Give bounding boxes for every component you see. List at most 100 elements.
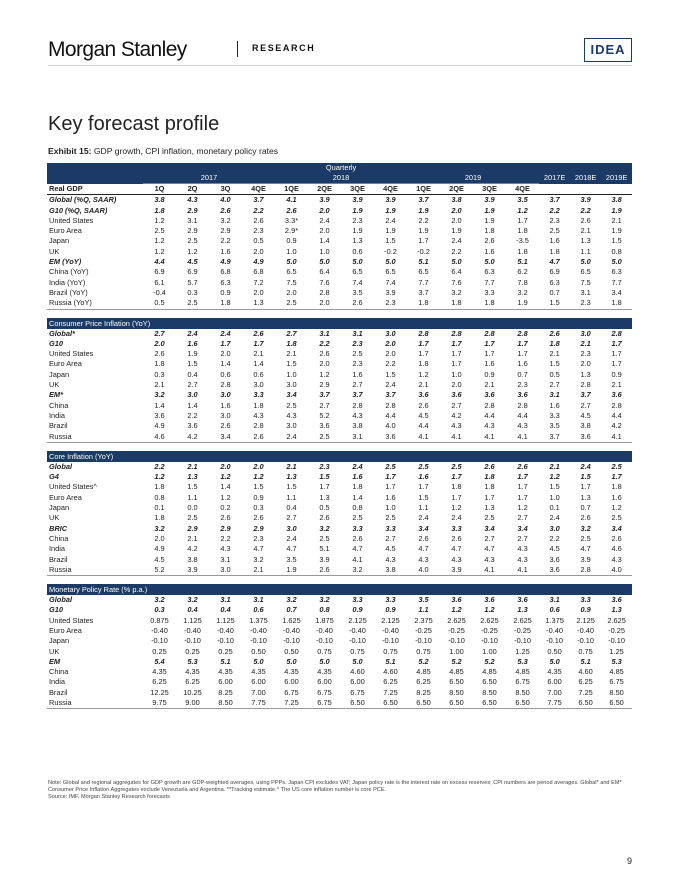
value-cell: 2.5 bbox=[187, 236, 198, 246]
value-cell: 2.4 bbox=[187, 328, 198, 338]
value-cell: 1.8 bbox=[611, 482, 622, 492]
core-row: Global 2.2 2.1 2.0 2.0 2.1 2.3 2.4 2.5 2.5 2.5 2.6 2… bbox=[47, 462, 632, 472]
value-cell: 4.5 bbox=[418, 410, 429, 420]
value-cell: 4.9 bbox=[220, 257, 231, 267]
value-cell: -0.10 bbox=[448, 636, 465, 646]
row-label: Brazil bbox=[49, 687, 68, 697]
value-cell: 3.5 bbox=[517, 195, 528, 205]
value-cell: 4.35 bbox=[547, 667, 562, 677]
value-cell: 0.1 bbox=[154, 503, 165, 513]
value-cell: 3.3 bbox=[253, 390, 264, 400]
value-cell: 6.00 bbox=[317, 677, 332, 687]
quarter-header: 1QE bbox=[407, 183, 440, 196]
value-cell: 1.7 bbox=[220, 338, 231, 348]
core-row: Brazil 4.5 3.8 3.1 3.2 3.5 3.9 4.1 4.3 4.3 4.3 4.3 4… bbox=[47, 555, 632, 565]
value-cell: 3.2 bbox=[319, 595, 330, 605]
value-cell: 8.50 bbox=[482, 687, 497, 697]
value-cell: 2.5 bbox=[451, 461, 462, 471]
value-cell: 0.50 bbox=[547, 646, 562, 656]
value-cell: 3.0 bbox=[286, 380, 297, 390]
row-label: United States bbox=[49, 349, 94, 359]
value-cell: 3.9 bbox=[385, 287, 396, 297]
value-cell: 4.7 bbox=[253, 544, 264, 554]
value-cell: 0.9 bbox=[580, 605, 591, 615]
value-cell: 4.35 bbox=[185, 667, 200, 677]
value-cell: 1.3 bbox=[286, 472, 297, 482]
value-cell: 4.2 bbox=[611, 421, 622, 431]
value-cell: 3.0 bbox=[286, 523, 297, 533]
value-cell: 3.3 bbox=[484, 287, 495, 297]
value-cell: 3.6 bbox=[539, 564, 571, 577]
value-cell: 1.8 bbox=[517, 246, 528, 256]
value-cell: 1.7 bbox=[611, 349, 622, 359]
gdp-row: China (YoY) 6.9 6.9 6.8 6.8 6.5 6.4 6.5 6.5 6.5 6.… bbox=[47, 267, 632, 277]
value-cell: 1.7 bbox=[385, 482, 396, 492]
value-cell: 7.25 bbox=[275, 698, 308, 710]
value-cell: 2.5 bbox=[319, 533, 330, 543]
value-cell: 2.7 bbox=[187, 380, 198, 390]
value-cell: 3.6 bbox=[154, 410, 165, 420]
annual-header-blank bbox=[539, 183, 571, 196]
value-cell: 0.8 bbox=[154, 492, 165, 502]
value-cell: 5.0 bbox=[385, 257, 396, 267]
value-cell: 2.8 bbox=[451, 328, 462, 338]
value-cell: 2.3 bbox=[352, 359, 363, 369]
value-cell: 1.1 bbox=[418, 605, 429, 615]
policy-rate-row: Brazil 12.25 10.25 8.25 7.00 6.75 6.75 6.75 7.25… bbox=[47, 688, 632, 698]
core-row: China 2.0 2.1 2.2 2.3 2.4 2.5 2.6 2.7 2.6 2.6 2.7 2.… bbox=[47, 534, 632, 544]
value-cell: 1.6 bbox=[517, 359, 528, 369]
table-notes: Note: Global and regional aggregates for… bbox=[48, 780, 633, 801]
value-cell: 2.6 bbox=[220, 513, 231, 523]
value-cell: 1.7 bbox=[253, 338, 264, 348]
value-cell: 7.6 bbox=[319, 277, 330, 287]
value-cell: 3.1 bbox=[253, 595, 264, 605]
value-cell: 3.9 bbox=[176, 564, 209, 577]
value-cell: 1.6 bbox=[352, 472, 363, 482]
value-cell: 5.0 bbox=[352, 257, 363, 267]
value-cell: -0.40 bbox=[250, 625, 267, 635]
value-cell: 1.7 bbox=[451, 338, 462, 348]
value-cell: 2.7 bbox=[352, 380, 363, 390]
value-cell: 1.9 bbox=[418, 226, 429, 236]
value-cell: 2.5 bbox=[385, 461, 396, 471]
value-cell: 5.0 bbox=[286, 656, 297, 666]
gdp-row: Global (%Q, SAAR) 3.8 4.3 4.0 3.7 4.1 3.9 3.9 3.… bbox=[47, 195, 632, 206]
value-cell: 0.4 bbox=[286, 503, 297, 513]
value-cell: 1.9 bbox=[275, 564, 308, 577]
value-cell: 8.50 bbox=[449, 687, 464, 697]
value-cell: 2.7 bbox=[549, 380, 560, 390]
value-cell: 4.0 bbox=[385, 421, 396, 431]
value-cell: 3.8 bbox=[611, 195, 622, 205]
value-cell: 2.3 bbox=[253, 533, 264, 543]
value-cell: 1.5 bbox=[539, 298, 571, 310]
value-cell: 1.7 bbox=[517, 338, 528, 348]
value-cell: -3.5 bbox=[516, 236, 529, 246]
value-cell: 2.6 bbox=[549, 328, 560, 338]
value-cell: -0.10 bbox=[217, 636, 234, 646]
row-label: EM (YoY) bbox=[49, 257, 82, 267]
value-cell: 2.9 bbox=[319, 380, 330, 390]
value-cell: 6.2 bbox=[517, 267, 528, 277]
value-cell: 4.4 bbox=[154, 257, 165, 267]
value-cell: 1.2 bbox=[187, 246, 198, 256]
value-cell: 6.50 bbox=[449, 677, 464, 687]
value-cell: 3.9 bbox=[484, 195, 495, 205]
value-cell: 1.2 bbox=[418, 369, 429, 379]
value-cell: 4.1 bbox=[407, 431, 440, 443]
value-cell: 2.6 bbox=[220, 205, 231, 215]
value-cell: 8.25 bbox=[218, 687, 233, 697]
row-label: Russia bbox=[47, 698, 143, 710]
value-cell: 2.3 bbox=[549, 215, 560, 225]
value-cell: 4.3 bbox=[517, 554, 528, 564]
value-cell: 0.7 bbox=[517, 369, 528, 379]
value-cell: 3.3 bbox=[451, 523, 462, 533]
year-2017: 2017 bbox=[143, 173, 275, 184]
value-cell: -0.25 bbox=[608, 625, 626, 635]
value-cell: 2.1 bbox=[286, 349, 297, 359]
value-cell: 1.8 bbox=[451, 482, 462, 492]
value-cell: 8.50 bbox=[515, 687, 530, 697]
value-cell: 2.7 bbox=[517, 513, 528, 523]
value-cell: 3.2 bbox=[154, 595, 165, 605]
value-cell: 1.4 bbox=[220, 359, 231, 369]
value-cell: 1.7 bbox=[451, 492, 462, 502]
